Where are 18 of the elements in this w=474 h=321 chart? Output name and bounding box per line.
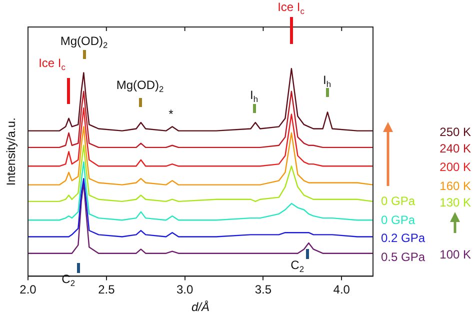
text: 0.5 GPa xyxy=(381,250,426,264)
text: 0 GPa xyxy=(381,213,416,227)
text: 130 K xyxy=(440,195,471,210)
text: 100 K xyxy=(440,247,471,262)
text: 250 K xyxy=(440,124,471,139)
x-tick-label: 2.5 xyxy=(98,282,116,297)
text: 200 K xyxy=(440,160,471,174)
text: 0 GPa xyxy=(381,194,416,208)
y-axis-title: Intensity/a.u. xyxy=(4,118,18,186)
x-tick-label: 3.5 xyxy=(254,282,272,297)
x-tick-label: 2.0 xyxy=(20,282,37,297)
x-axis-title: d/Å xyxy=(191,300,210,314)
annotation: * xyxy=(168,107,174,121)
text: 240 K xyxy=(440,141,471,156)
text: 160 K xyxy=(440,178,471,193)
x-tick-label: 3.0 xyxy=(176,282,194,297)
text: 0.2 GPa xyxy=(381,231,426,245)
x-tick-label: 4.0 xyxy=(333,282,350,297)
